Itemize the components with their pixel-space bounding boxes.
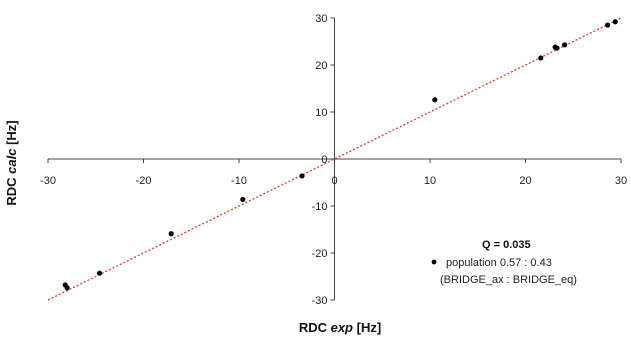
y-tick-label: -30 xyxy=(312,295,328,307)
data-point xyxy=(96,270,103,276)
y-tick-label: 10 xyxy=(315,107,327,119)
y-tick-label: -20 xyxy=(312,248,328,260)
fit-line xyxy=(47,17,622,301)
x-tick-label: -20 xyxy=(136,175,152,187)
y-axis-label: RDC calc [Hz] xyxy=(4,120,19,205)
data-point xyxy=(562,42,568,48)
data-points xyxy=(62,19,618,291)
x-tick-label: 0 xyxy=(331,175,337,187)
x-tick-label: -30 xyxy=(40,175,56,187)
data-point xyxy=(605,22,611,28)
x-tick-label: -10 xyxy=(231,175,247,187)
data-point xyxy=(554,45,560,51)
y-tick-label: 30 xyxy=(315,13,327,25)
data-point xyxy=(299,173,305,179)
legend-label-line1: population 0.57 : 0.43 xyxy=(446,257,552,269)
data-point xyxy=(432,97,438,103)
x-tick-label: 10 xyxy=(424,175,436,187)
legend-marker xyxy=(431,259,437,265)
x-axis-label: RDC exp [Hz] xyxy=(299,320,381,335)
y-tick-label: 0 xyxy=(321,154,327,166)
data-point xyxy=(538,55,544,61)
y-tick-label: -10 xyxy=(312,201,328,213)
data-point xyxy=(612,19,618,25)
x-tick-label: 20 xyxy=(519,175,531,187)
data-point xyxy=(168,231,174,237)
fit-line-group xyxy=(47,17,622,301)
q-annotation: Q = 0.035 xyxy=(482,239,531,251)
x-tick-label: 30 xyxy=(615,175,627,187)
axes: -30 -20 -10 0 10 20 30 -30 -20 -10 0 10 20 30 xyxy=(40,13,627,307)
legend-label-line2: (BRIDGE_ax : BRIDGE_eq) xyxy=(440,274,577,286)
data-point xyxy=(64,285,70,291)
y-tick-label: 20 xyxy=(315,60,327,72)
data-point xyxy=(240,196,246,203)
